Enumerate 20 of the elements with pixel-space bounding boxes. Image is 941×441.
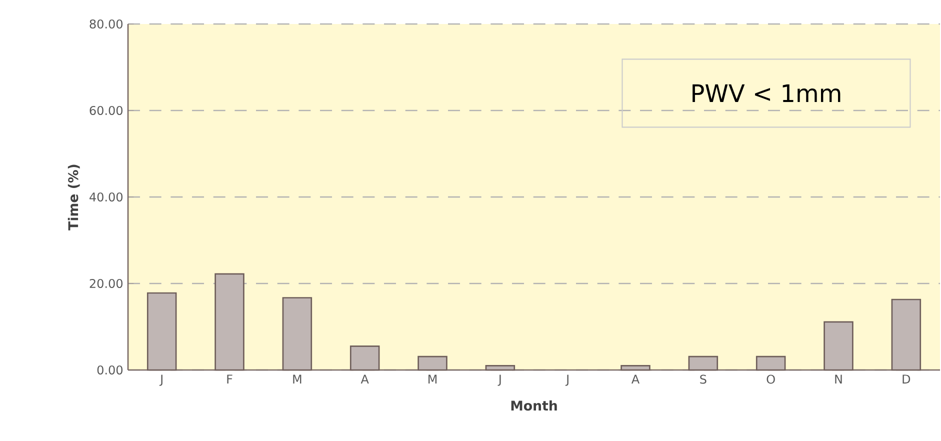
x-tick-label: J — [565, 374, 568, 386]
x-tick-label: A — [631, 374, 640, 384]
y-axis-title: Time (%) — [68, 164, 80, 230]
x-tick-label: J — [159, 374, 162, 386]
y-tick-label: 80.00 — [90, 19, 122, 29]
y-tick-label: 20.00 — [90, 278, 122, 288]
x-tick-label: S — [700, 374, 706, 384]
annotation: PWV < 1mm — [692, 84, 840, 102]
x-tick-label: N — [835, 374, 842, 384]
x-axis-title: Month — [511, 400, 557, 411]
x-tick-label: M — [293, 374, 302, 384]
x-tick-label: M — [428, 374, 437, 384]
x-tick-label: J — [498, 374, 501, 386]
x-tick-label: O — [766, 374, 775, 384]
y-tick-label: 60.00 — [90, 106, 122, 116]
x-tick-label: A — [360, 374, 369, 384]
x-tick-label: D — [902, 374, 910, 384]
y-tick-label: 0.00 — [97, 365, 122, 375]
y-tick-label: 40.00 — [90, 192, 122, 202]
x-tick-label: F — [227, 374, 232, 384]
